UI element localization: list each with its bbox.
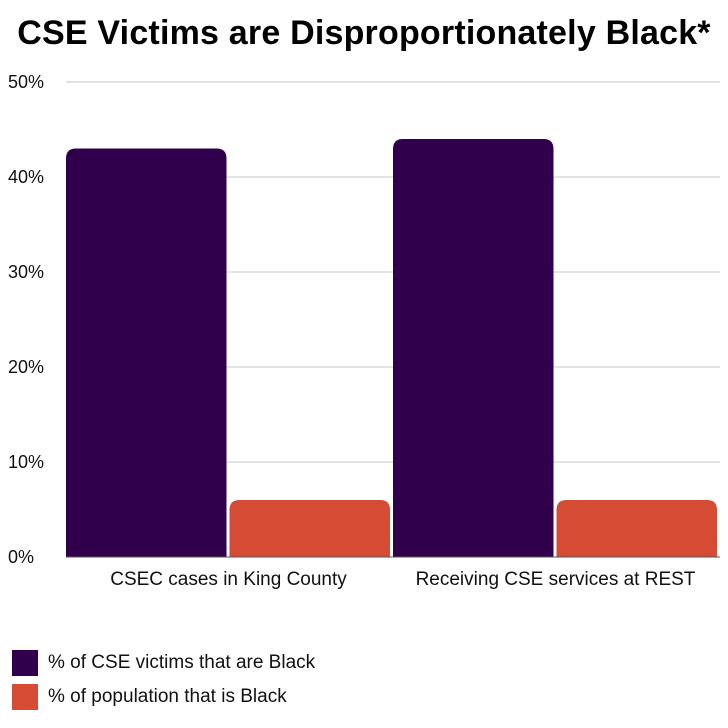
- legend: % of CSE victims that are Black % of pop…: [12, 646, 315, 714]
- bar: [66, 148, 227, 557]
- x-tick-label: CSEC cases in King County: [110, 569, 347, 590]
- y-tick-label: 50%: [8, 72, 44, 92]
- bar: [229, 500, 390, 557]
- y-tick-label: 10%: [8, 452, 44, 472]
- y-tick-label: 30%: [8, 262, 44, 282]
- legend-item-victims: % of CSE victims that are Black: [12, 646, 315, 680]
- y-tick-label: 20%: [8, 357, 44, 377]
- bar-chart: 0% 10% 20% 30% 40% 50% CSEC cases in King Coun…: [8, 72, 720, 590]
- y-tick-label: 40%: [8, 167, 44, 187]
- chart-title: CSE Victims are Disproportionately Black…: [17, 14, 711, 52]
- bar: [556, 500, 717, 557]
- legend-swatch-population: [12, 684, 38, 710]
- x-tick-label: Receiving CSE services at REST: [416, 569, 696, 590]
- y-tick-label: 0%: [8, 547, 34, 567]
- legend-swatch-victims: [12, 650, 38, 676]
- legend-label-victims: % of CSE victims that are Black: [48, 652, 316, 673]
- legend-item-population: % of population that is Black: [12, 680, 315, 714]
- bar: [393, 139, 554, 557]
- legend-label-population: % of population that is Black: [48, 686, 287, 707]
